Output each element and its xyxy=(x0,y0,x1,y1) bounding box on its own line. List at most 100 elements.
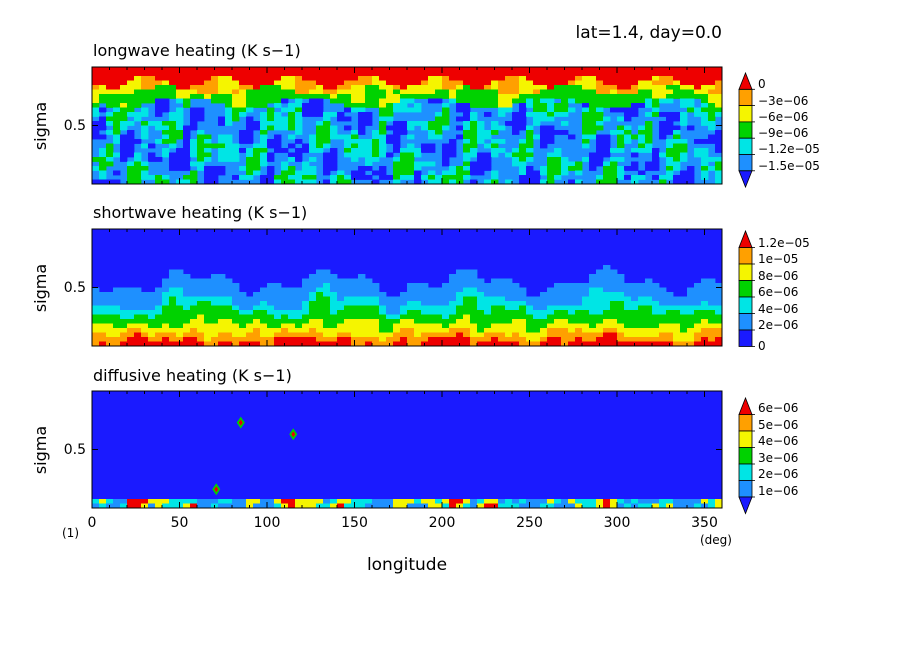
field-cell xyxy=(106,310,114,315)
field-cell xyxy=(204,332,212,338)
field-cell xyxy=(288,94,296,99)
field-cell xyxy=(505,278,513,284)
field-cell xyxy=(162,152,170,158)
field-cell xyxy=(337,292,345,297)
field-cell xyxy=(673,175,681,180)
field-cell xyxy=(358,292,366,297)
field-cell xyxy=(456,107,464,113)
field-cell xyxy=(400,107,408,113)
field-cell xyxy=(351,319,359,324)
field-cell xyxy=(708,283,716,288)
field-cell xyxy=(582,143,590,149)
field-cell xyxy=(603,305,611,311)
field-cell xyxy=(610,94,618,99)
field-cell xyxy=(638,499,646,504)
field-cell xyxy=(659,314,667,320)
field-cell xyxy=(337,503,345,509)
field-cell xyxy=(673,332,681,338)
field-cell xyxy=(323,274,331,279)
field-cell xyxy=(582,112,590,117)
field-cell xyxy=(652,107,660,113)
colorbar-label-3: 3e−06 xyxy=(758,451,798,465)
field-cell xyxy=(428,310,436,315)
field-cell xyxy=(386,107,394,113)
field-cell xyxy=(197,71,205,77)
field-cell xyxy=(337,67,345,72)
field-cell xyxy=(197,278,205,284)
field-cell xyxy=(92,85,100,90)
field-cell xyxy=(603,116,611,122)
field-cell xyxy=(470,503,478,509)
field-cell xyxy=(526,139,534,144)
field-cell xyxy=(295,287,303,293)
field-cell xyxy=(428,499,436,504)
field-cell xyxy=(288,103,296,108)
field-cell xyxy=(505,94,513,99)
field-cell xyxy=(659,134,667,140)
field-cell xyxy=(449,301,457,306)
field-cell xyxy=(715,305,723,311)
field-cell xyxy=(162,107,170,113)
field-cell xyxy=(337,341,345,347)
field-cell xyxy=(463,121,471,126)
field-cell xyxy=(617,76,625,81)
field-cell xyxy=(645,283,653,288)
field-cell xyxy=(673,130,681,135)
field-cell xyxy=(288,301,296,306)
field-cell xyxy=(323,67,331,72)
field-cell xyxy=(477,170,485,176)
field-cell xyxy=(491,130,499,135)
field-cell xyxy=(372,296,380,302)
field-cell xyxy=(386,314,394,320)
field-cell xyxy=(246,301,254,306)
field-cell xyxy=(505,89,513,95)
field-cell xyxy=(344,67,352,72)
field-cell xyxy=(323,71,331,77)
field-cell xyxy=(484,337,492,342)
field-cell xyxy=(134,85,142,90)
field-cell xyxy=(561,98,569,104)
field-cell xyxy=(99,296,107,302)
field-cell xyxy=(232,71,240,77)
field-cell xyxy=(561,170,569,176)
field-cell xyxy=(624,287,632,293)
field-cell xyxy=(120,337,128,342)
field-cell xyxy=(176,112,184,117)
field-cell xyxy=(92,301,100,306)
field-cell xyxy=(540,80,548,86)
field-cell xyxy=(113,323,121,329)
field-cell xyxy=(715,337,723,342)
field-cell xyxy=(589,332,597,338)
field-cell xyxy=(666,161,674,167)
field-cell xyxy=(680,71,688,77)
field-cell xyxy=(176,76,184,81)
field-cell xyxy=(274,301,282,306)
field-cell xyxy=(267,310,275,315)
field-cell xyxy=(659,130,667,135)
field-cell xyxy=(190,503,198,509)
field-cell xyxy=(652,283,660,288)
field-cell xyxy=(505,332,513,338)
field-cell xyxy=(148,332,156,338)
field-cell xyxy=(92,121,100,126)
field-cell xyxy=(575,67,583,72)
field-cell xyxy=(323,341,331,347)
field-cell xyxy=(477,319,485,324)
field-cell xyxy=(624,314,632,320)
field-cell xyxy=(365,287,373,293)
colorbar-segment xyxy=(738,137,753,155)
field-cell xyxy=(463,323,471,329)
field-cell xyxy=(610,274,618,279)
field-cell xyxy=(148,337,156,342)
field-cell xyxy=(694,337,702,342)
field-cell xyxy=(498,98,506,104)
field-cell xyxy=(449,94,457,99)
field-cell xyxy=(218,310,226,315)
field-cell xyxy=(358,301,366,306)
field-cell xyxy=(92,112,100,117)
field-cell xyxy=(449,305,457,311)
field-cell xyxy=(197,134,205,140)
field-cell xyxy=(344,152,352,158)
field-cell xyxy=(225,148,233,153)
field-cell xyxy=(372,341,380,347)
